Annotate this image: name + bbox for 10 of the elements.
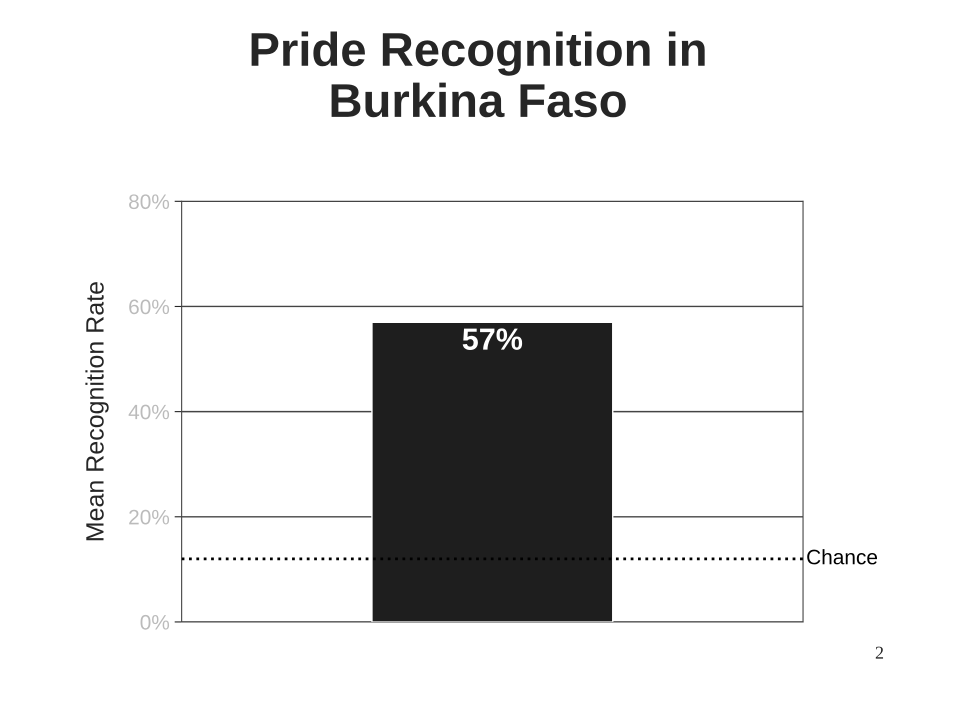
y-axis-title: Mean Recognition Rate: [85, 282, 109, 540]
text: 2: [876, 646, 884, 659]
data-label: 57%: [462, 328, 522, 350]
y-tick-label: 20%: [129, 510, 170, 525]
y-tick-label: 60%: [129, 299, 170, 314]
y-tick-label: 40%: [128, 404, 170, 420]
chart-title: Pride Recognition in Burkina Faso: [252, 32, 705, 118]
y-tick-label: 80%: [129, 194, 170, 210]
y-tick-label: 0%: [140, 614, 170, 630]
ref-line-label: Chance: [807, 549, 878, 564]
